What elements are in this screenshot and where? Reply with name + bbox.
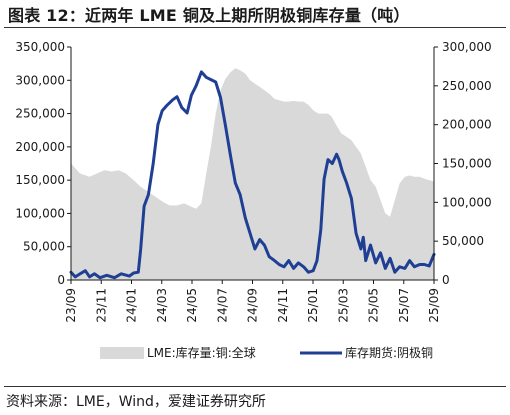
legend-label-shfe: 库存期货:阴极铜 <box>345 345 433 360</box>
x-tick-label: 23/11 <box>94 288 108 323</box>
x-tick-label: 24/03 <box>155 288 169 323</box>
x-tick-label: 25/01 <box>306 288 320 323</box>
left-tick-label: 250,000 <box>15 107 65 121</box>
legend: LME:库存量:铜:全球 库存期货:阴极铜 <box>100 345 433 360</box>
right-tick-label: 250,000 <box>442 79 492 93</box>
right-tick-label: 0 <box>442 273 450 287</box>
left-tick-label: 200,000 <box>15 140 65 154</box>
left-tick-label: 350,000 <box>15 40 65 54</box>
left-tick-label: 100,000 <box>15 206 65 220</box>
x-tick-label: 25/07 <box>397 288 411 323</box>
source-note: 资料来源：LME，Wind，爱建证券研究所 <box>6 394 266 410</box>
shfe-inventory-line <box>69 70 436 280</box>
right-tick-label: 100,000 <box>442 195 492 209</box>
x-tick-label: 25/03 <box>336 288 350 323</box>
left-tick-label: 50,000 <box>23 240 65 254</box>
x-tick-label: 24/07 <box>215 288 229 323</box>
left-tick-label: 300,000 <box>15 73 65 87</box>
x-axis: 23/09 23/11 24/01 24/03 24/05 24/07 24/09 24/11… <box>64 280 441 323</box>
right-tick-label: 300,000 <box>442 40 492 54</box>
x-tick-label: 25/05 <box>367 288 381 323</box>
x-tick-label: 24/09 <box>246 288 260 323</box>
lme-inventory-area <box>71 68 434 280</box>
right-tick-label: 200,000 <box>442 118 492 132</box>
source-divider <box>4 386 506 387</box>
x-tick-label: 23/09 <box>64 288 78 323</box>
right-tick-label: 150,000 <box>442 157 492 171</box>
x-tick-label: 24/05 <box>185 288 199 323</box>
x-tick-label: 25/09 <box>427 288 441 323</box>
left-y-axis: 0 50,000 100,000 150,000 200,000 250,000 300,0… <box>15 40 71 287</box>
shfe-line-layer <box>69 70 436 280</box>
figure-title: 图表 12：近两年 LME 铜及上期所阴极铜库存量（吨） <box>8 6 410 25</box>
right-y-axis: 0 50,000 100,000 150,000 200,000 250,000 300,0… <box>434 40 492 287</box>
right-tick-label: 50,000 <box>442 234 484 248</box>
inventory-chart: 0 50,000 100,000 150,000 200,000 250,000 300,0… <box>15 40 492 360</box>
x-tick-label: 24/11 <box>276 288 290 323</box>
title-divider <box>4 27 506 28</box>
lme-area-layer <box>71 68 434 280</box>
left-tick-label: 0 <box>57 273 65 287</box>
left-tick-label: 150,000 <box>15 173 65 187</box>
legend-label-lme: LME:库存量:铜:全球 <box>147 345 256 360</box>
legend-swatch-lme <box>100 347 144 359</box>
x-tick-label: 24/01 <box>125 288 139 323</box>
